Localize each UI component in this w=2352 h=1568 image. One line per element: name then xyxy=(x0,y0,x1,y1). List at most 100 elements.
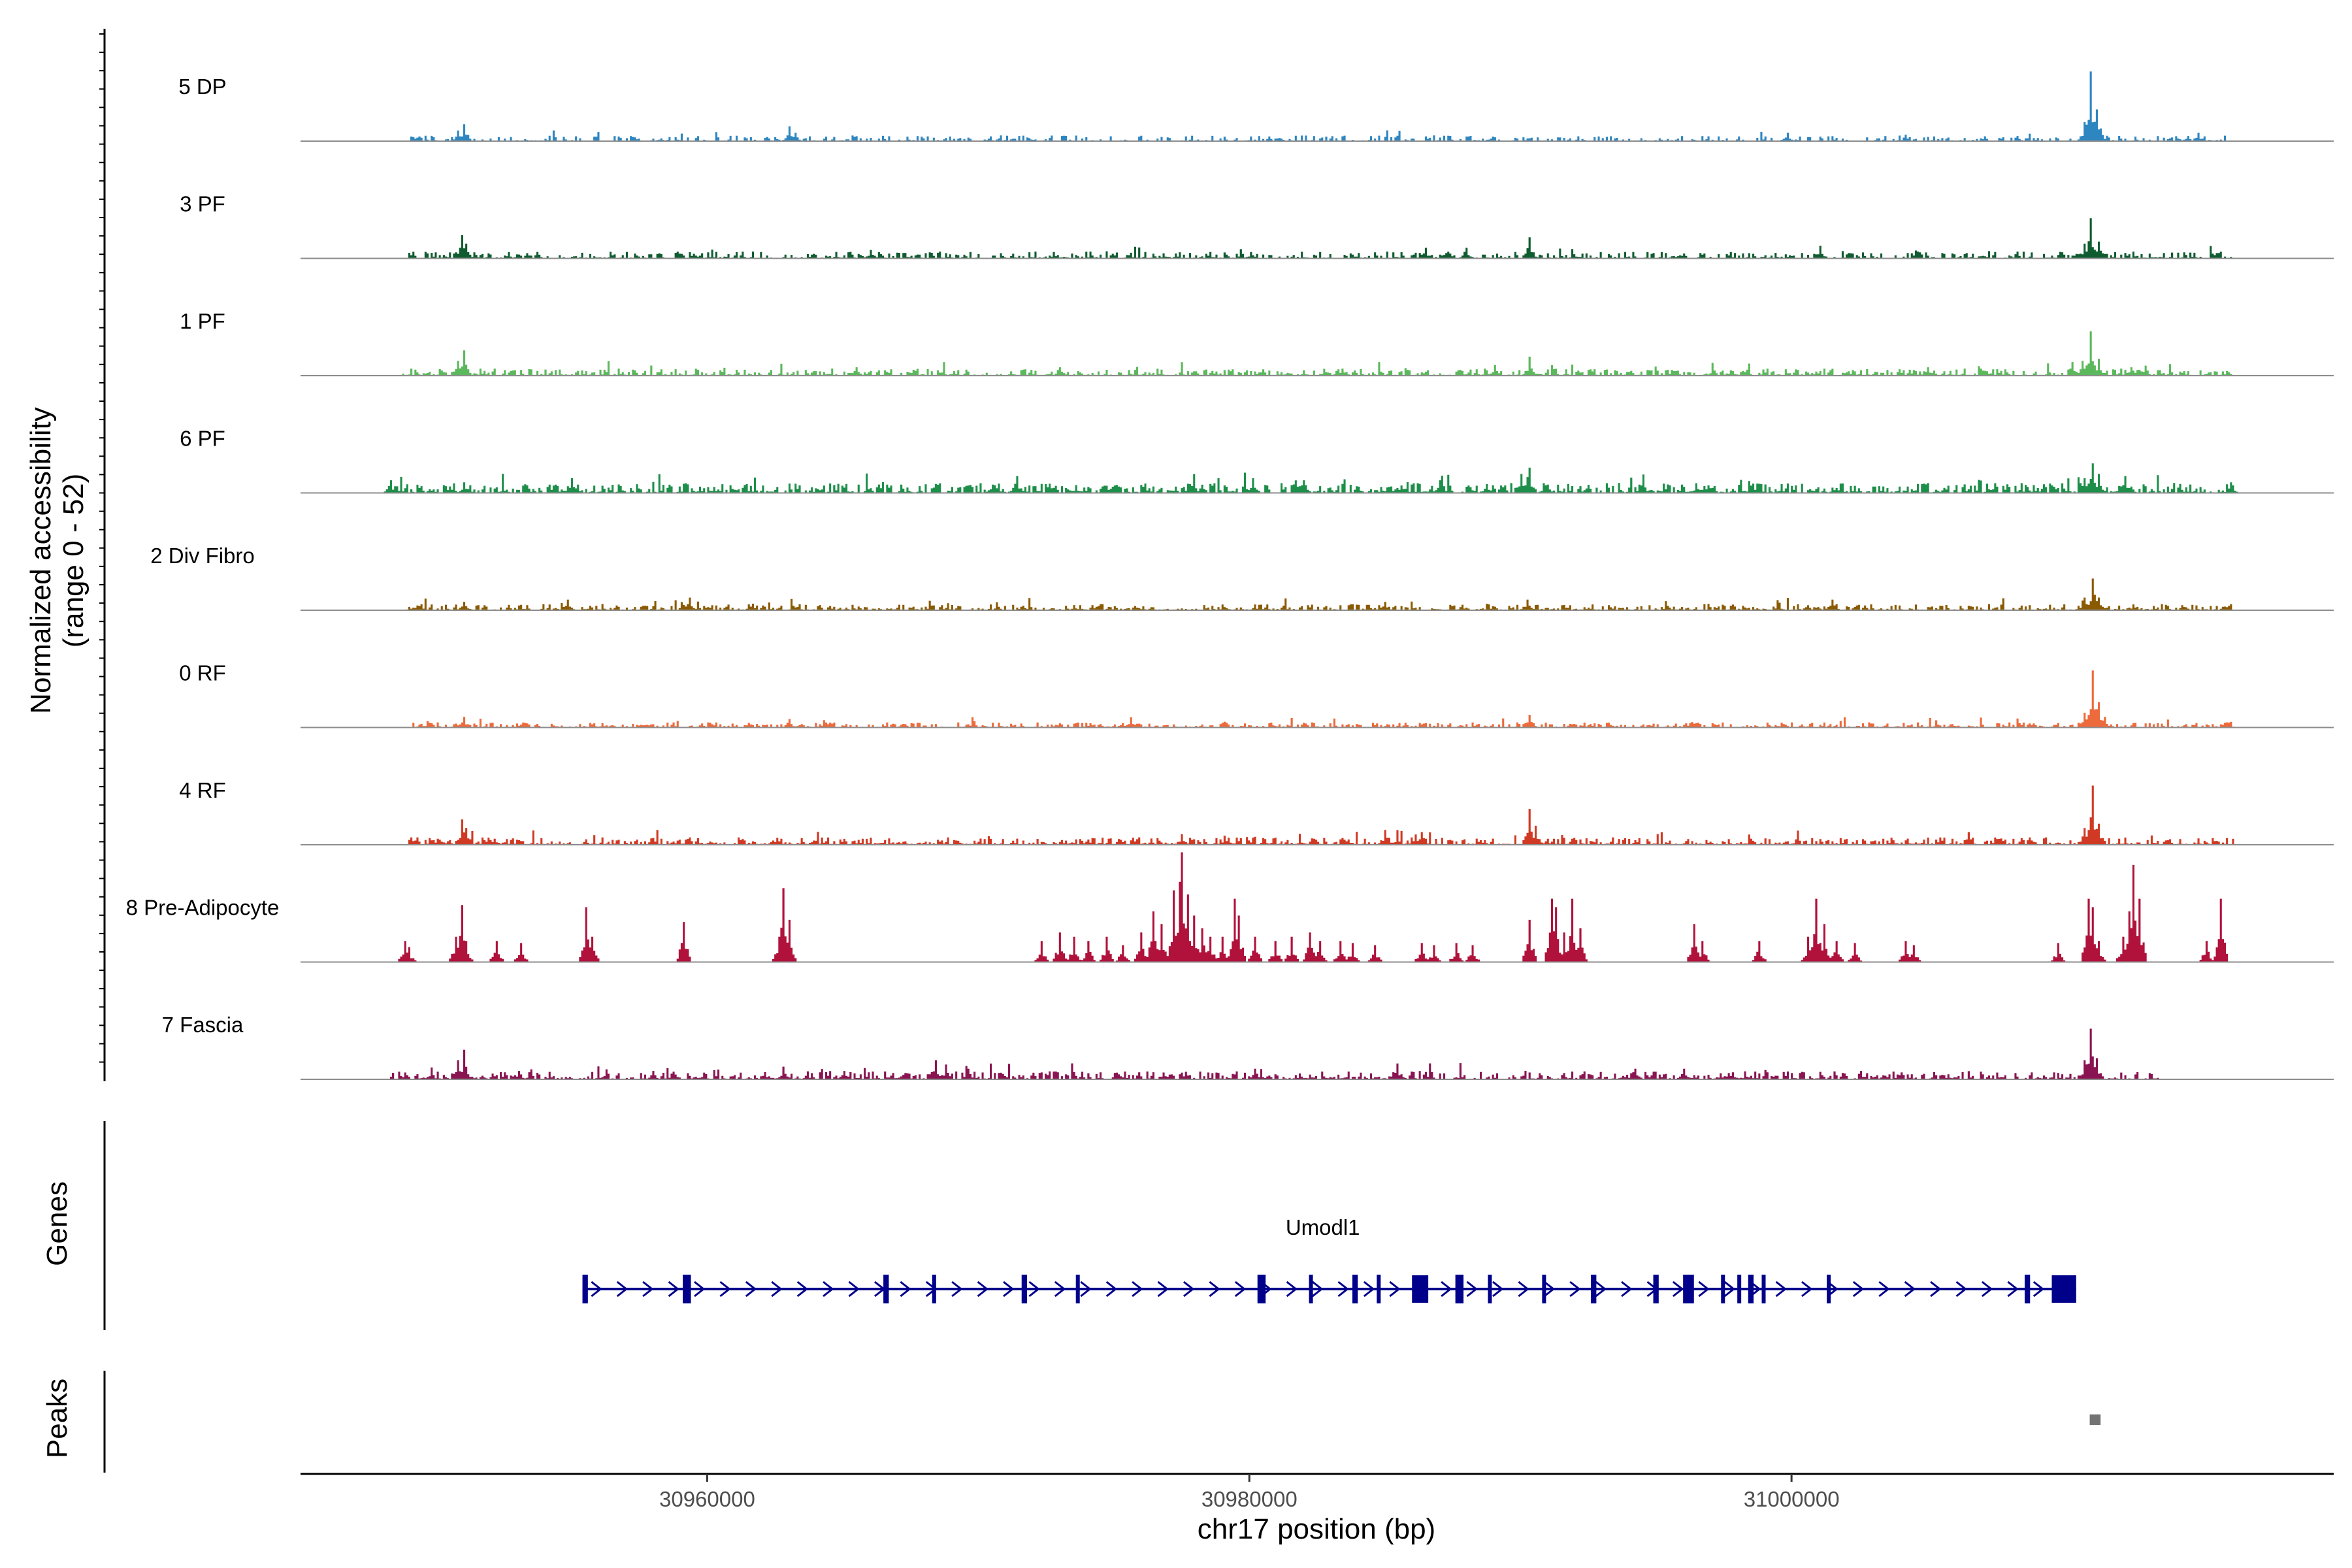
strand-chevron xyxy=(2007,1281,2019,1298)
gene-exon xyxy=(1827,1275,1831,1303)
strand-chevron xyxy=(1132,1281,1143,1298)
strand-chevron xyxy=(1981,1281,1993,1298)
track-7: 4 RF xyxy=(179,778,2334,845)
strand-chevron xyxy=(848,1281,860,1298)
x-tick-label: 31000000 xyxy=(1744,1487,1840,1511)
gene-exon xyxy=(582,1275,588,1303)
gene-exon xyxy=(1352,1275,1358,1303)
track-5: 2 Div Fibro xyxy=(150,544,2334,611)
strand-chevron xyxy=(1543,1281,1556,1298)
x-axis: chr17 position (bp) 30960000 30980000 3100… xyxy=(301,1473,2334,1545)
gene-exon xyxy=(1683,1275,1694,1303)
strand-chevron xyxy=(1286,1281,1298,1298)
strand-chevron xyxy=(1801,1281,1813,1298)
strand-chevron xyxy=(1157,1281,1169,1298)
gene-exon xyxy=(932,1275,936,1303)
gene-exon xyxy=(1412,1275,1429,1303)
strand-chevron xyxy=(1441,1281,1452,1298)
strand-chevron xyxy=(1775,1281,1787,1298)
track-2: 3 PF xyxy=(180,192,2334,259)
strand-chevron xyxy=(1003,1281,1015,1298)
gene-exon xyxy=(1542,1275,1546,1303)
track-4: 6 PF xyxy=(180,427,2334,494)
strand-chevron xyxy=(1028,1281,1040,1298)
strand-chevron xyxy=(694,1281,706,1298)
strand-chevron xyxy=(1621,1281,1633,1298)
gene-exon xyxy=(1455,1275,1464,1303)
strand-chevron xyxy=(1183,1281,1195,1298)
track-3: 1 PF xyxy=(180,309,2334,376)
track-label: 8 Pre-Adipocyte xyxy=(126,896,280,920)
gene-exon xyxy=(1748,1275,1754,1303)
track-6: 0 RF xyxy=(179,661,2334,728)
gene-name-label: Umodl1 xyxy=(1286,1215,1360,1239)
strand-chevron xyxy=(1569,1281,1581,1298)
genes-track: Genes Umodl1 xyxy=(41,1121,2076,1330)
strand-chevron xyxy=(2033,1281,2045,1298)
peaks-track-title: Peaks xyxy=(41,1379,73,1458)
strand-chevron xyxy=(591,1281,602,1298)
coverage-area xyxy=(301,852,2334,962)
gene-exon xyxy=(2051,1275,2076,1303)
track-label: 1 PF xyxy=(180,309,225,333)
track-label: 0 RF xyxy=(179,661,226,685)
genes-track-title: Genes xyxy=(41,1181,73,1266)
track-label: 7 Fascia xyxy=(162,1013,244,1037)
coverage-area xyxy=(301,218,2334,259)
track-label: 3 PF xyxy=(180,192,225,216)
strand-chevron xyxy=(1930,1281,1942,1298)
strand-chevron xyxy=(1312,1281,1324,1298)
x-tick-label: 30980000 xyxy=(1201,1487,1298,1511)
track-label: 5 DP xyxy=(178,74,226,99)
y-axis-title-line1: Normalized accessibility xyxy=(25,407,57,713)
track-label: 4 RF xyxy=(179,778,226,802)
gene-exon xyxy=(1737,1275,1742,1303)
strand-chevron xyxy=(771,1281,783,1298)
strand-chevron xyxy=(1080,1281,1092,1298)
track-1: 5 DP xyxy=(178,71,2334,142)
gene-exon xyxy=(1653,1275,1659,1303)
gene-exon xyxy=(1257,1275,1266,1303)
strand-chevron xyxy=(1878,1281,1890,1298)
strand-chevron xyxy=(823,1281,834,1298)
gene-exon xyxy=(1591,1275,1597,1303)
y-axis: Normalized accessibility (range 0 - 52) xyxy=(25,29,106,1081)
gene-exon xyxy=(683,1275,691,1303)
x-axis-title: chr17 position (bp) xyxy=(1198,1513,1435,1545)
gene-exon xyxy=(883,1275,889,1303)
x-tick-label: 30960000 xyxy=(659,1487,755,1511)
peaks-track: Peaks xyxy=(41,1371,2101,1473)
strand-chevron xyxy=(1054,1281,1066,1298)
strand-chevron xyxy=(1698,1281,1710,1298)
track-9: 7 Fascia xyxy=(162,1013,2334,1080)
y-axis-title-line2: (range 0 - 52) xyxy=(57,474,90,648)
strand-chevron xyxy=(1723,1281,1736,1298)
strand-chevron xyxy=(951,1281,963,1298)
strand-chevron xyxy=(1337,1281,1349,1298)
gene-exon xyxy=(1761,1275,1766,1303)
strand-chevron xyxy=(977,1281,988,1298)
track-label: 2 Div Fibro xyxy=(150,544,255,568)
strand-chevron xyxy=(1955,1281,1967,1298)
peak-region xyxy=(2089,1414,2101,1425)
accessibility-tracks: 5 DP 3 PF 1 PF 6 PF 2 Div Fibro 0 RF 4 RF 8 Pre… xyxy=(126,71,2334,1080)
gene-exon xyxy=(1488,1275,1492,1303)
strand-chevron xyxy=(616,1281,629,1298)
strand-chevron xyxy=(1234,1281,1247,1298)
strand-chevron xyxy=(719,1281,731,1298)
strand-chevron xyxy=(642,1281,654,1298)
strand-chevron xyxy=(745,1281,757,1298)
gene-exon xyxy=(1377,1275,1381,1303)
strand-chevron xyxy=(1363,1281,1375,1298)
gene-exon xyxy=(1021,1275,1028,1303)
coverage-area xyxy=(301,331,2334,376)
strand-chevron xyxy=(668,1281,679,1298)
strand-chevron xyxy=(1466,1281,1478,1298)
strand-chevron xyxy=(1904,1281,1916,1298)
gene-exon xyxy=(1309,1275,1313,1303)
track-8: 8 Pre-Adipocyte xyxy=(126,852,2334,963)
strand-chevron xyxy=(1852,1281,1865,1298)
coverage-area xyxy=(301,1028,2334,1079)
